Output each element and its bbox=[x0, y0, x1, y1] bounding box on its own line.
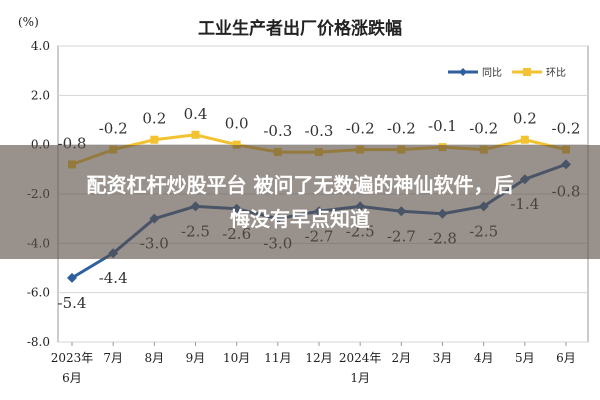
legend-marker bbox=[459, 68, 467, 76]
overlay-text: 配资杠杆炒股平台 被问了无数遍的神仙软件，后 悔没有早点知道 bbox=[10, 168, 590, 236]
x-tick-label: 3月 bbox=[433, 351, 453, 365]
x-tick-label: 8月 bbox=[145, 351, 165, 365]
y-tick-label: 2.0 bbox=[31, 88, 50, 102]
data-point-mom bbox=[232, 140, 241, 149]
x-tick-label: 2024年 bbox=[339, 351, 382, 365]
data-label-mom: -0.2 bbox=[99, 120, 128, 138]
legend: 同比 环比 bbox=[448, 67, 566, 79]
y-unit-label: (%) bbox=[18, 15, 39, 29]
legend-label: 环比 bbox=[546, 67, 566, 79]
data-label-mom: -0.2 bbox=[469, 120, 498, 138]
x-axis-ticks: 2023年 6月 7月 8月 9月 10月 11月 12月 2024年 1月 2月 3月 4月 5月 6月 bbox=[51, 342, 576, 385]
data-label-mom: -0.3 bbox=[263, 122, 292, 140]
data-point-mom bbox=[191, 130, 200, 139]
chart-title: 工业生产者出厂价格涨跌幅 bbox=[198, 18, 402, 39]
x-tick-label: 10月 bbox=[223, 351, 250, 365]
x-tick-label: 4月 bbox=[474, 351, 494, 365]
overlay-banner[interactable]: 配资杠杆炒股平台 被问了无数遍的神仙软件，后 悔没有早点知道 bbox=[0, 145, 600, 259]
x-tick-label: 5月 bbox=[515, 351, 535, 365]
data-label-mom: 0.2 bbox=[142, 110, 166, 128]
legend-marker bbox=[523, 68, 531, 76]
x-tick-label: 6月 bbox=[556, 351, 576, 365]
y-tick-label: -8.0 bbox=[27, 335, 50, 349]
overlay-line-1: 配资杠杆炒股平台 被问了无数遍的神仙软件，后 bbox=[86, 173, 514, 197]
x-tick-label: 7月 bbox=[103, 351, 123, 365]
data-label-mom: 0.2 bbox=[513, 110, 537, 128]
x-tick-label: 12月 bbox=[305, 351, 332, 365]
x-tick-label: 9月 bbox=[186, 351, 206, 365]
legend-label: 同比 bbox=[482, 67, 502, 79]
data-label-mom: 0.0 bbox=[225, 115, 249, 133]
data-label-mom: -0.3 bbox=[305, 122, 334, 140]
data-label-yoy: -4.4 bbox=[99, 269, 128, 287]
data-point-mom bbox=[520, 135, 529, 144]
x-tick-label-sub: 1月 bbox=[350, 371, 370, 385]
data-label-mom: -0.2 bbox=[387, 120, 416, 138]
x-tick-label: 2023年 bbox=[51, 351, 94, 365]
y-tick-label: -6.0 bbox=[27, 286, 50, 300]
data-point-mom bbox=[150, 135, 159, 144]
data-label-yoy: -5.4 bbox=[58, 294, 87, 312]
data-point-yoy bbox=[67, 272, 77, 283]
x-tick-label-sub: 6月 bbox=[62, 371, 82, 385]
data-label-mom: -0.2 bbox=[552, 120, 581, 138]
data-label-mom: -0.2 bbox=[346, 120, 375, 138]
x-tick-label: 11月 bbox=[264, 351, 291, 365]
data-label-mom: -0.1 bbox=[428, 117, 457, 135]
x-tick-label: 2月 bbox=[392, 351, 412, 365]
data-label-mom: 0.4 bbox=[184, 105, 208, 123]
y-tick-label: 4.0 bbox=[31, 39, 50, 53]
overlay-line-2: 悔没有早点知道 bbox=[230, 207, 370, 231]
